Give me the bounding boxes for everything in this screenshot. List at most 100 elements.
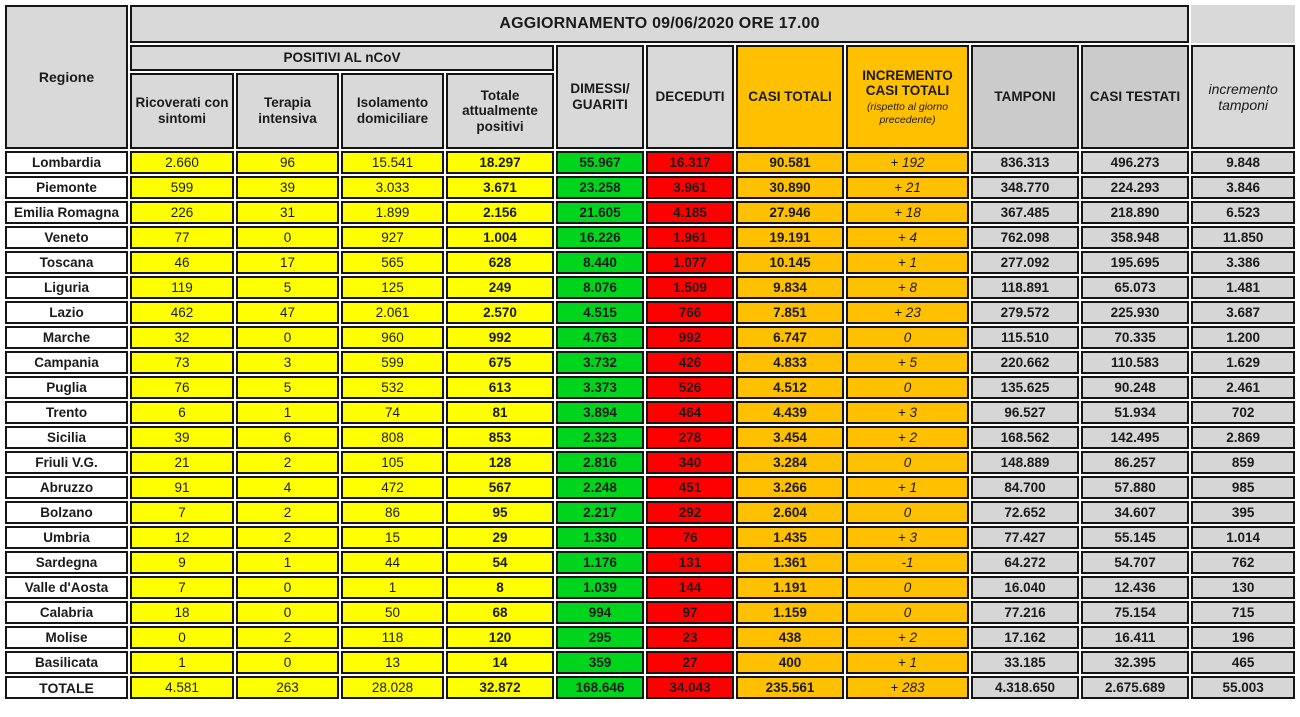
tamponi-cell: 348.770 [971, 176, 1079, 199]
terapia-intensiva-cell: 1 [236, 401, 339, 424]
isolamento-domiciliare-cell: 960 [341, 326, 444, 349]
totale-attualmente-positivi-cell: 95 [446, 501, 554, 524]
tamponi-cell: 72.652 [971, 501, 1079, 524]
deceduti-cell: 16.317 [646, 151, 734, 174]
incremento-casi-totali-cell: + 1 [846, 251, 969, 274]
deceduti-cell: 131 [646, 551, 734, 574]
region-cell: Liguria [5, 276, 128, 299]
isolamento-domiciliare-cell: 3.033 [341, 176, 444, 199]
casi-testati-cell: 86.257 [1081, 451, 1190, 474]
totale-attualmente-positivi-cell: 54 [446, 551, 554, 574]
deceduti-cell: 23 [646, 626, 734, 649]
column-header-totale-attualmente-positivi: Totale attualmente positivi [446, 73, 554, 149]
casi-totali-cell: 3.284 [736, 451, 844, 474]
totale-attualmente-positivi-cell: 32.872 [446, 676, 554, 699]
incremento-tamponi-cell: 762 [1191, 551, 1296, 574]
incremento-casi-totali-cell: + 1 [846, 476, 969, 499]
ricoverati-con-sintomi-cell: 2.660 [130, 151, 234, 174]
terapia-intensiva-cell: 5 [236, 276, 339, 299]
casi-totali-cell: 4.833 [736, 351, 844, 374]
column-header-incremento-casi-totali: INCREMENTO CASI TOTALI (rispetto al gior… [846, 45, 969, 149]
incremento-casi-totali-cell: + 1 [846, 651, 969, 674]
incremento-tamponi-cell: 196 [1191, 626, 1296, 649]
incremento-casi-totali-cell: + 283 [846, 676, 969, 699]
deceduti-cell: 340 [646, 451, 734, 474]
casi-testati-cell: 218.890 [1081, 201, 1190, 224]
incremento-casi-totali-note: (rispetto al giorno precedente) [866, 100, 949, 126]
incremento-tamponi-cell: 859 [1191, 451, 1296, 474]
table-row: Friuli V.G. 21 2 105 128 2.816 340 3.284 0 148.88… [5, 451, 1296, 474]
terapia-intensiva-cell: 6 [236, 426, 339, 449]
tamponi-cell: 762.098 [971, 226, 1079, 249]
dimessi-guariti-cell: 16.226 [556, 226, 644, 249]
dimessi-guariti-cell: 8.440 [556, 251, 644, 274]
casi-testati-cell: 12.436 [1081, 576, 1190, 599]
totale-attualmente-positivi-cell: 18.297 [446, 151, 554, 174]
totale-attualmente-positivi-cell: 853 [446, 426, 554, 449]
isolamento-domiciliare-cell: 15.541 [341, 151, 444, 174]
column-header-deceduti: DECEDUTI [646, 45, 734, 149]
incremento-casi-totali-cell: + 3 [846, 526, 969, 549]
casi-totali-cell: 6.747 [736, 326, 844, 349]
totale-attualmente-positivi-cell: 68 [446, 601, 554, 624]
incremento-casi-totali-cell: + 2 [846, 426, 969, 449]
table-row: Basilicata 1 0 13 14 359 27 400 + 1 33.185 32.395 4… [5, 651, 1296, 674]
totale-attualmente-positivi-cell: 14 [446, 651, 554, 674]
region-cell: Calabria [5, 601, 128, 624]
deceduti-cell: 451 [646, 476, 734, 499]
deceduti-cell: 3.961 [646, 176, 734, 199]
terapia-intensiva-cell: 263 [236, 676, 339, 699]
table-row: Toscana 46 17 565 628 8.440 1.077 10.145 + 1 277.… [5, 251, 1296, 274]
dimessi-guariti-cell: 3.894 [556, 401, 644, 424]
deceduti-cell: 1.509 [646, 276, 734, 299]
incremento-tamponi-cell: 702 [1191, 401, 1296, 424]
totale-attualmente-positivi-cell: 2.156 [446, 201, 554, 224]
casi-testati-cell: 496.273 [1081, 151, 1190, 174]
tamponi-cell: 16.040 [971, 576, 1079, 599]
region-cell: Valle d'Aosta [5, 576, 128, 599]
column-header-tamponi: TAMPONI [971, 45, 1079, 149]
dimessi-guariti-cell: 2.816 [556, 451, 644, 474]
ricoverati-con-sintomi-cell: 32 [130, 326, 234, 349]
dimessi-guariti-cell: 4.763 [556, 326, 644, 349]
table-row: Trento 6 1 74 81 3.894 464 4.439 + 3 96.527 51.934… [5, 401, 1296, 424]
terapia-intensiva-cell: 31 [236, 201, 339, 224]
ricoverati-con-sintomi-cell: 91 [130, 476, 234, 499]
totale-attualmente-positivi-cell: 8 [446, 576, 554, 599]
dimessi-guariti-cell: 8.076 [556, 276, 644, 299]
terapia-intensiva-cell: 3 [236, 351, 339, 374]
deceduti-cell: 464 [646, 401, 734, 424]
region-cell: Molise [5, 626, 128, 649]
dimessi-guariti-cell: 994 [556, 601, 644, 624]
casi-testati-cell: 51.934 [1081, 401, 1190, 424]
table-row: Molise 0 2 118 120 295 23 438 + 2 17.162 16.411 196 [5, 626, 1296, 649]
casi-testati-cell: 70.335 [1081, 326, 1190, 349]
tamponi-cell: 96.527 [971, 401, 1079, 424]
incremento-casi-totali-cell: + 4 [846, 226, 969, 249]
dimessi-guariti-cell: 1.330 [556, 526, 644, 549]
incremento-tamponi-cell: 130 [1191, 576, 1296, 599]
casi-testati-cell: 90.248 [1081, 376, 1190, 399]
casi-testati-cell: 225.930 [1081, 301, 1190, 324]
region-cell: Sicilia [5, 426, 128, 449]
casi-totali-cell: 1.159 [736, 601, 844, 624]
ricoverati-con-sintomi-cell: 21 [130, 451, 234, 474]
casi-totali-cell: 235.561 [736, 676, 844, 699]
isolamento-domiciliare-cell: 118 [341, 626, 444, 649]
update-title: AGGIORNAMENTO 09/06/2020 ORE 17.00 [130, 5, 1190, 43]
incremento-casi-totali-cell: + 192 [846, 151, 969, 174]
tamponi-cell: 77.427 [971, 526, 1079, 549]
table-row: Umbria 12 2 15 29 1.330 76 1.435 + 3 77.427 55.145… [5, 526, 1296, 549]
deceduti-cell: 1.077 [646, 251, 734, 274]
tamponi-cell: 168.562 [971, 426, 1079, 449]
dimessi-guariti-cell: 1.176 [556, 551, 644, 574]
isolamento-domiciliare-cell: 1 [341, 576, 444, 599]
table-row: Puglia 76 5 532 613 3.373 526 4.512 0 135.625 90.2… [5, 376, 1296, 399]
group-header-row: POSITIVI AL nCoV DIMESSI/ GUARITI DECEDU… [5, 45, 1296, 149]
ricoverati-con-sintomi-cell: 0 [130, 626, 234, 649]
casi-totali-cell: 27.946 [736, 201, 844, 224]
incremento-tamponi-cell: 465 [1191, 651, 1296, 674]
ricoverati-con-sintomi-cell: 6 [130, 401, 234, 424]
table-row: Bolzano 7 2 86 95 2.217 292 2.604 0 72.652 34.607 3… [5, 501, 1296, 524]
incremento-tamponi-cell: 395 [1191, 501, 1296, 524]
